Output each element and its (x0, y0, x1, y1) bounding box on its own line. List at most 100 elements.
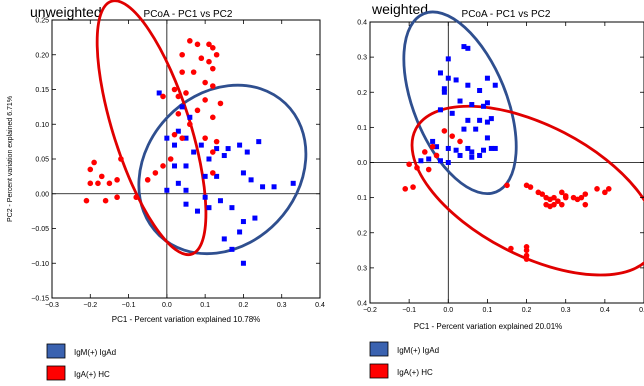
data-point-iga-hc (422, 149, 428, 155)
data-point-igm-igad (187, 114, 193, 120)
grid-unweighted (52, 20, 320, 298)
x-tick-label: 0.5 (639, 307, 644, 314)
data-point-iga-hc (95, 180, 101, 187)
y-tick-label: 0.10 (35, 122, 49, 129)
data-point-igm-igad (172, 142, 178, 148)
data-point-iga-hc (406, 161, 412, 168)
data-point-igm-igad (240, 260, 246, 266)
data-point-igm-igad (252, 215, 258, 221)
data-point-igm-igad (183, 135, 189, 141)
y-tick-label: −0.10 (31, 261, 49, 268)
x-tick-label: −0.1 (122, 302, 136, 309)
x-tick-label: 0.2 (239, 302, 249, 309)
data-point-iga-hc (210, 114, 216, 121)
data-point-igm-igad (457, 98, 463, 104)
data-point-igm-igad (271, 184, 277, 190)
chart-title-weighted: PCoA - PC1 vs PC2 (462, 9, 551, 20)
data-point-iga-hc (602, 189, 608, 196)
y-ticks-unweighted: −0.15 −0.10 −0.05 0.00 0.05 0.10 0.15 0.20 0.25 (31, 18, 320, 303)
data-point-iga-hc (171, 131, 178, 138)
data-point-igm-igad (488, 116, 494, 122)
data-point-iga-hc (582, 201, 589, 208)
data-point-igm-igad (206, 156, 212, 162)
x-tick-label: 0.4 (600, 307, 610, 314)
data-point-iga-hc (114, 194, 120, 201)
data-point-igm-igad (183, 187, 189, 193)
data-point-iga-hc (133, 194, 140, 201)
x-axis-label-weighted: PC1 - Percent variation explained 20.01% (414, 322, 563, 331)
y-tick-label: 0.2 (357, 90, 367, 97)
data-point-iga-hc (175, 111, 182, 117)
data-point-igm-igad (492, 145, 498, 151)
data-point-iga-hc (91, 159, 97, 166)
data-point-iga-hc (171, 86, 178, 93)
y-axis-label-unweighted: PC2 - Percent variation explained 6.71% (7, 96, 14, 222)
legend-swatch-iga (46, 365, 66, 381)
data-point-igm-igad (492, 82, 498, 88)
data-point-iga-hc (152, 170, 159, 176)
data-point-iga-hc (179, 69, 185, 75)
y-tick-label: 0.25 (35, 18, 49, 25)
data-point-iga-hc (198, 55, 205, 62)
data-point-iga-hc (194, 41, 201, 48)
data-point-iga-hc (402, 186, 409, 192)
data-point-igm-igad (183, 163, 189, 169)
data-point-igm-igad (164, 135, 170, 141)
legend-unweighted: IgM(+) IgAd IgA(+) HC (46, 343, 116, 381)
data-point-igm-igad (237, 229, 243, 235)
data-point-igm-igad (237, 142, 243, 148)
y-tick-label: −0.05 (31, 226, 49, 233)
data-point-iga-hc (213, 51, 220, 58)
data-point-iga-hc (217, 100, 224, 107)
y-tick-label: 0.3 (357, 55, 367, 62)
data-point-igm-igad (469, 149, 475, 155)
data-point-iga-hc (179, 135, 185, 141)
legend-label-igm: IgM(+) IgAd (74, 348, 116, 357)
data-point-iga-hc (194, 107, 201, 114)
x-tick-label: 0.4 (315, 302, 325, 309)
data-point-iga-hc (414, 164, 420, 171)
y-tick-label: 0.20 (35, 52, 49, 59)
data-point-igm-igad (469, 102, 475, 108)
data-point-iga-hc (562, 194, 569, 201)
data-point-iga-hc (98, 173, 105, 180)
x-tick-label: −0.1 (402, 307, 416, 314)
data-point-iga-hc (457, 138, 463, 145)
legend-swatch-iga (369, 363, 389, 379)
legend-item-igm: IgM(+) IgAd (46, 343, 116, 359)
data-point-igm-igad (437, 70, 443, 76)
x-tick-label: 0.3 (277, 302, 287, 309)
data-point-igm-igad (437, 158, 443, 164)
y-tick-label: 0.05 (35, 157, 49, 164)
x-tick-label: 0.1 (483, 307, 493, 314)
plot-frame-unweighted (51, 19, 321, 299)
x-axis-label-unweighted: PC1 - Percent variation explained 10.78% (112, 315, 261, 324)
legend-item-igm: IgM(+) IgAd (369, 341, 439, 357)
data-point-iga-hc (559, 201, 565, 208)
data-point-igm-igad (430, 138, 436, 144)
data-point-igm-igad (202, 173, 208, 179)
data-point-iga-hc (183, 90, 189, 96)
data-point-igm-igad (183, 201, 189, 207)
x-ticks-unweighted: −0.3 −0.2 −0.1 0.0 0.1 0.2 0.3 0.4 (45, 20, 325, 309)
x-tick-label: 0.3 (561, 307, 571, 314)
y-tick-label: 0.0 (357, 160, 367, 167)
data-point-igm-igad (194, 208, 200, 214)
data-point-iga-hc (441, 128, 448, 134)
panel-tag-weighted: weighted (371, 1, 428, 17)
data-point-iga-hc (202, 79, 208, 86)
data-point-iga-hc (114, 177, 120, 183)
legend-weighted: IgM(+) IgAd IgA(+) HC (369, 341, 439, 379)
panel-weighted: weighted PCoA - PC1 vs PC2 −0.2 −0.1 0.0 0.… (357, 1, 644, 331)
data-point-iga-hc (210, 65, 216, 72)
panel-tag-unweighted: unweighted (30, 4, 102, 20)
data-point-igm-igad (229, 205, 235, 211)
data-point-iga-hc (582, 191, 589, 197)
data-point-igm-igad (206, 205, 212, 211)
y-tick-label: 0.1 (357, 195, 367, 202)
x-tick-label: 0.1 (200, 302, 210, 309)
ellipses-weighted (402, 10, 644, 277)
data-point-iga-hc (106, 180, 113, 187)
y-tick-label: 0.4 (357, 301, 367, 308)
data-point-igm-igad (453, 147, 459, 153)
